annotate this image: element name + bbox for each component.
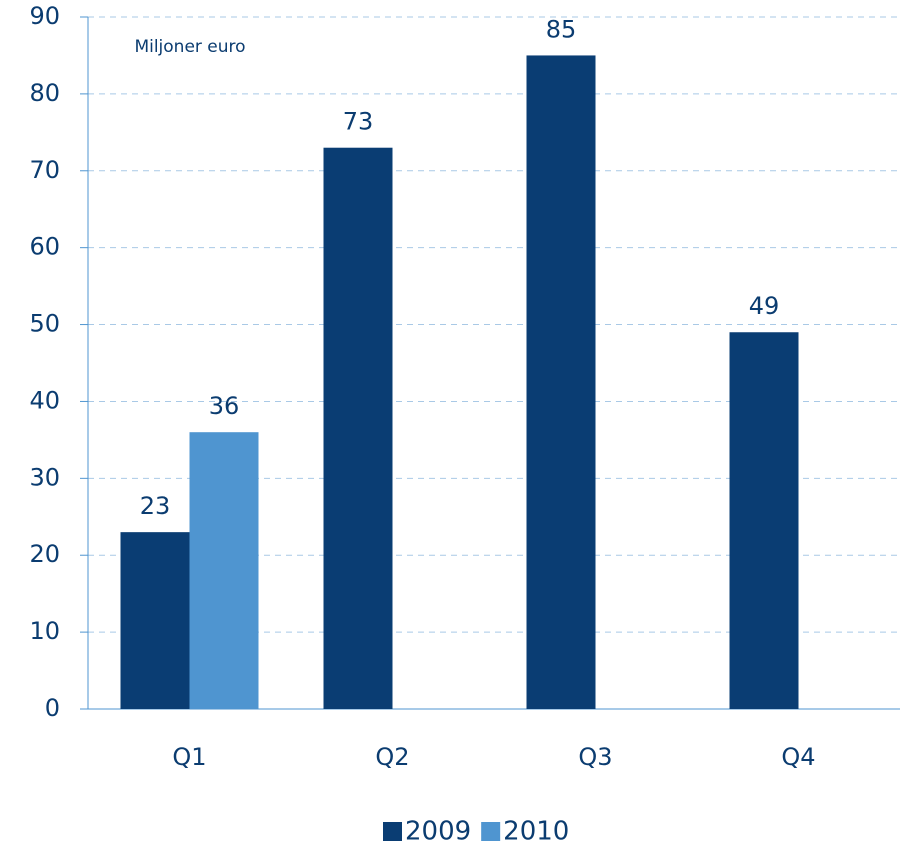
y-tick-label: 80 — [29, 79, 60, 107]
bar — [323, 147, 393, 709]
unit-label: Miljoner euro — [134, 37, 245, 57]
y-tick-label: 60 — [29, 233, 60, 261]
x-tick-label: Q2 — [375, 743, 409, 771]
y-tick-label: 0 — [45, 694, 60, 722]
y-tick-label: 50 — [29, 310, 60, 338]
data-label: 85 — [546, 15, 577, 43]
bar — [526, 55, 596, 709]
data-label: 36 — [209, 392, 240, 420]
legend-swatch — [481, 822, 501, 841]
legend-label: 2010 — [503, 817, 569, 846]
y-tick-label: 70 — [29, 156, 60, 184]
y-tick-label: 20 — [29, 540, 60, 568]
bar — [729, 332, 799, 709]
data-label: 23 — [140, 492, 171, 520]
x-tick-label: Q3 — [578, 743, 612, 771]
legend-label: 2009 — [405, 817, 471, 846]
y-tick-label: 90 — [29, 2, 60, 30]
data-label: 73 — [343, 108, 374, 136]
y-tick-label: 30 — [29, 463, 60, 491]
y-tick-label: 10 — [29, 617, 60, 645]
y-tick-label: 40 — [29, 386, 60, 414]
data-label: 49 — [749, 292, 780, 320]
bar — [120, 532, 190, 709]
x-tick-label: Q1 — [172, 743, 206, 771]
x-tick-label: Q4 — [781, 743, 815, 771]
bar — [189, 432, 259, 709]
legend-swatch — [383, 822, 402, 841]
